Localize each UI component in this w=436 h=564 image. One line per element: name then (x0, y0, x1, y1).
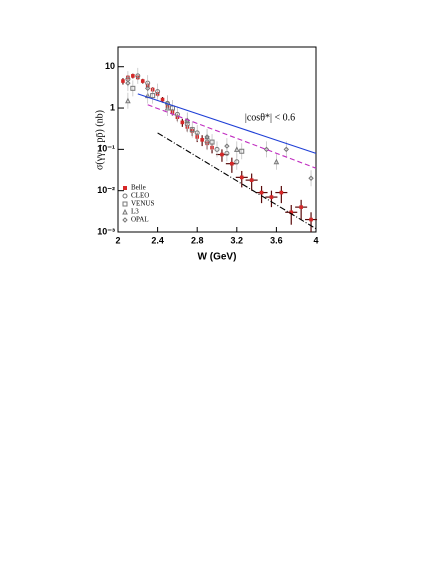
legend-marker (122, 201, 128, 207)
point (249, 178, 254, 182)
point (233, 146, 240, 152)
point (263, 146, 270, 153)
theory-curve (137, 93, 317, 154)
point (164, 100, 171, 107)
y-tick-label: 10 (105, 61, 115, 71)
x-tick-label: 2.4 (151, 235, 164, 245)
point (230, 161, 234, 166)
point (289, 210, 294, 215)
legend-label: Belle (131, 184, 146, 192)
point (180, 120, 185, 125)
legend-marker (122, 217, 128, 223)
point (125, 80, 131, 86)
point (125, 97, 131, 104)
point (259, 190, 264, 195)
y-tick-label: 10⁻² (97, 185, 115, 195)
legend-marker (122, 193, 128, 199)
point (269, 195, 274, 199)
legend-label: VENUS (131, 200, 154, 208)
point (174, 111, 180, 117)
point (150, 93, 156, 99)
point (239, 175, 244, 180)
point (224, 143, 230, 149)
point (299, 205, 303, 209)
y-axis-label: σ(γγ→pp̄) (nb) (94, 110, 105, 170)
point (140, 79, 145, 83)
x-axis-label: W (GeV) (198, 252, 237, 263)
point (131, 74, 135, 78)
legend-label: L3 (131, 208, 139, 216)
legend-label: CLEO (131, 192, 149, 200)
point (283, 146, 290, 153)
legend-marker (123, 186, 127, 190)
point (308, 175, 314, 181)
y-tick-label: 1 (110, 102, 115, 112)
annotation: |cosθ*| < 0.6 (245, 112, 295, 123)
point (155, 89, 161, 95)
point (273, 158, 280, 165)
point (194, 130, 200, 136)
point (204, 134, 210, 140)
point (160, 97, 165, 102)
theory-curve (157, 132, 317, 230)
point (121, 79, 125, 83)
point (279, 190, 284, 195)
point (214, 146, 220, 152)
legend-label: OPAL (131, 216, 149, 224)
point (130, 85, 136, 91)
theory-curve (147, 104, 317, 169)
y-tick-label: 10⁻³ (97, 226, 115, 236)
x-tick-label: 3.2 (231, 235, 244, 245)
point (189, 127, 195, 133)
y-tick-label: 10⁻¹ (97, 144, 115, 154)
legend-marker (122, 208, 128, 215)
x-tick-label: 2.8 (191, 235, 204, 245)
x-tick-label: 3.6 (270, 235, 283, 245)
point (220, 152, 224, 157)
point (209, 139, 215, 145)
x-tick-label: 2 (115, 235, 120, 245)
point (234, 159, 240, 165)
point (309, 217, 313, 222)
point (239, 148, 245, 154)
point (144, 85, 151, 92)
point (169, 105, 175, 111)
plot-frame (117, 46, 317, 233)
point (200, 138, 204, 142)
point (135, 73, 141, 79)
x-tick-label: 4 (313, 235, 318, 245)
